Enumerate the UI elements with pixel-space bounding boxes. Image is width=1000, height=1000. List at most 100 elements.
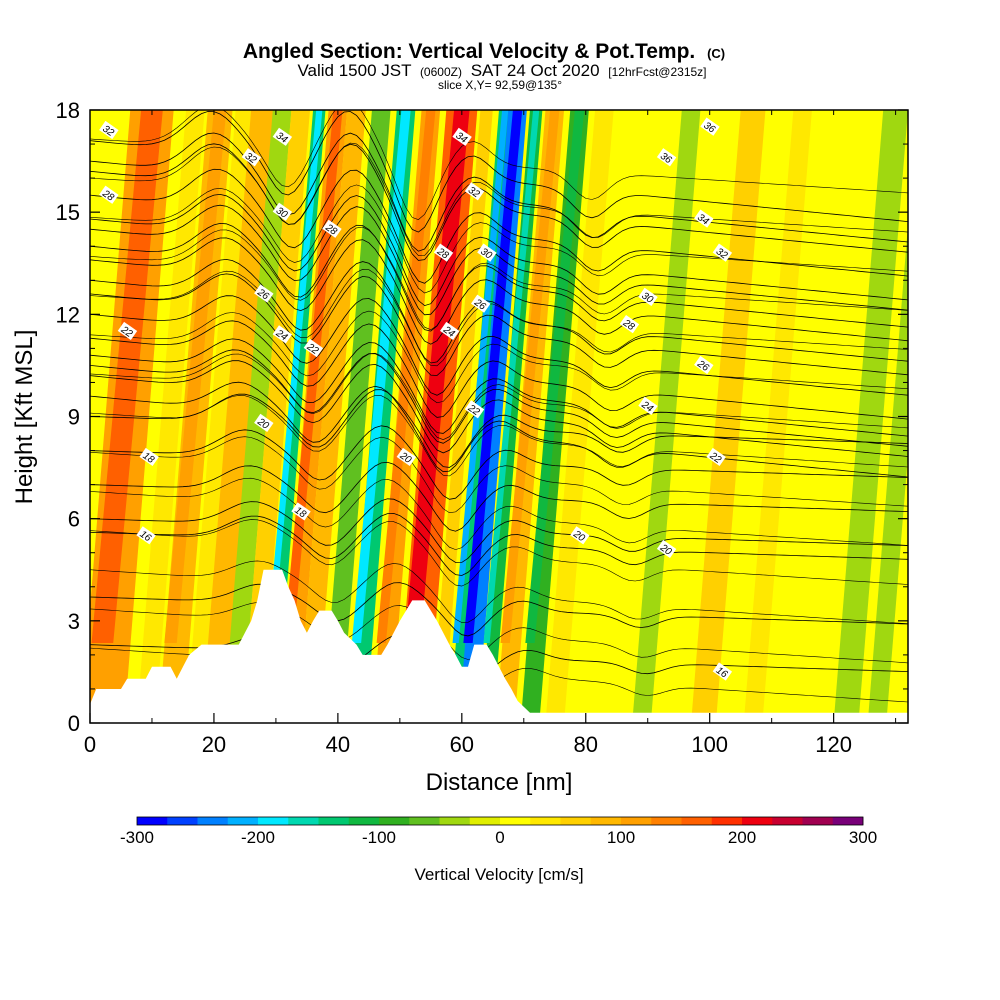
colorbar-swatch [742,817,773,825]
velocity-band [241,110,310,723]
slice-info: slice X,Y= 92,59@135° [438,78,562,92]
colorbar-swatch [772,817,803,825]
colorbar-swatch [590,817,622,825]
velocity-band [784,110,859,723]
isentrope-line [90,204,908,316]
isentrope-label: 30 [638,287,658,306]
colorbar-swatch [681,817,713,825]
x-axis: 0 20 40 60 80 100 120 [84,110,897,757]
y-tick-label: 0 [68,711,80,736]
velocity-core [404,110,470,643]
colorbar-swatch [832,817,864,825]
colorbar-swatch [651,817,682,825]
colorbar-swatch [258,817,289,825]
colorbar-swatch [469,817,501,825]
velocity-field [90,110,908,723]
y-tick-label: 15 [56,200,80,225]
chart-title: Angled Section: Vertical Velocity & Pot.… [243,40,695,63]
colorbar-tick-label: -300 [120,828,154,847]
isentrope-line [90,602,908,664]
colorbar-swatch [711,817,743,825]
colorbar-swatch [348,817,380,825]
isentrope-line [90,436,908,514]
colorbar-swatch [379,817,410,825]
x-tick-label: 80 [574,732,598,757]
isentrope-label: 34 [694,209,714,228]
isentrope-line [90,349,908,447]
velocity-band [691,110,766,723]
colorbar-tick-label: 0 [495,828,504,847]
isentrope-line [90,425,908,500]
velocity-core [164,110,227,643]
isentrope-line [90,142,908,256]
colorbar-tick-label: 100 [607,828,635,847]
isentrope-line [90,110,908,220]
isentrope-line [90,310,908,404]
isentrope-line [90,389,908,468]
isentrope-line [90,184,908,294]
colorbar-swatch [288,817,319,825]
isentrope-label: 30 [477,243,497,262]
isentrope-line [90,381,908,478]
isentrope-label: 36 [656,148,677,166]
isentrope-label: 18 [139,447,159,466]
chart-title-unit: (C) [707,46,725,61]
isentrope-label: 34 [272,127,293,146]
isentrope-line [90,395,908,477]
isentrope-lines [90,110,908,703]
isentrope-line [90,237,908,345]
isentrope-line [90,295,908,396]
colorbar-swatch [197,817,229,825]
isentrope-line [90,512,908,576]
colorbar-tick-label: 200 [728,828,756,847]
velocity-band [743,110,812,723]
isentrope-line [90,268,908,367]
colorbar-swatch [409,817,440,825]
isentrope-line [90,258,908,364]
colorbar-label: Vertical Velocity [cm/s] [414,865,583,884]
colorbar-swatch [439,817,471,825]
velocity-band [595,110,676,723]
isentrope-label: 16 [712,662,733,681]
isentrope-label: 32 [464,182,485,200]
colorbar-swatch [530,817,561,825]
velocity-band [136,110,205,723]
velocity-band [322,110,391,723]
colorbar-tick-label: -200 [241,828,275,847]
colorbar-swatch [167,817,198,825]
velocity-band [223,110,292,723]
isentrope-label: 32 [241,148,262,166]
colorbar-ticks: -300 -200 -100 0 100 200 300 [120,828,877,847]
isentrope-line [90,352,908,441]
colorbar-swatch [137,817,168,825]
velocity-band [430,110,493,723]
terrain [90,569,908,723]
isentrope-line [90,477,908,550]
isentrope-line [90,519,908,587]
velocity-core [483,110,540,643]
velocity-core [351,110,411,643]
velocity-core [525,110,585,643]
velocity-core [376,110,436,643]
isentrope-label: 34 [452,127,472,146]
isentrope-line [90,360,908,457]
isentrope-line [90,168,908,284]
colorbar-tick-label: 300 [849,828,877,847]
velocity-core [500,110,560,643]
isentrope-line [90,560,908,624]
isentrope-label: 32 [99,120,119,139]
colorbar [136,816,864,826]
isentrope-line [90,633,908,681]
isentrope-line [90,461,908,532]
velocity-band [833,110,908,723]
velocity-band [297,110,366,723]
y-tick-label: 3 [68,609,80,634]
valid-time: Valid 1500 JST [297,61,411,80]
isentrope-label: 18 [291,502,311,521]
x-tick-label: 0 [84,732,96,757]
colorbar-swatch [500,817,531,825]
